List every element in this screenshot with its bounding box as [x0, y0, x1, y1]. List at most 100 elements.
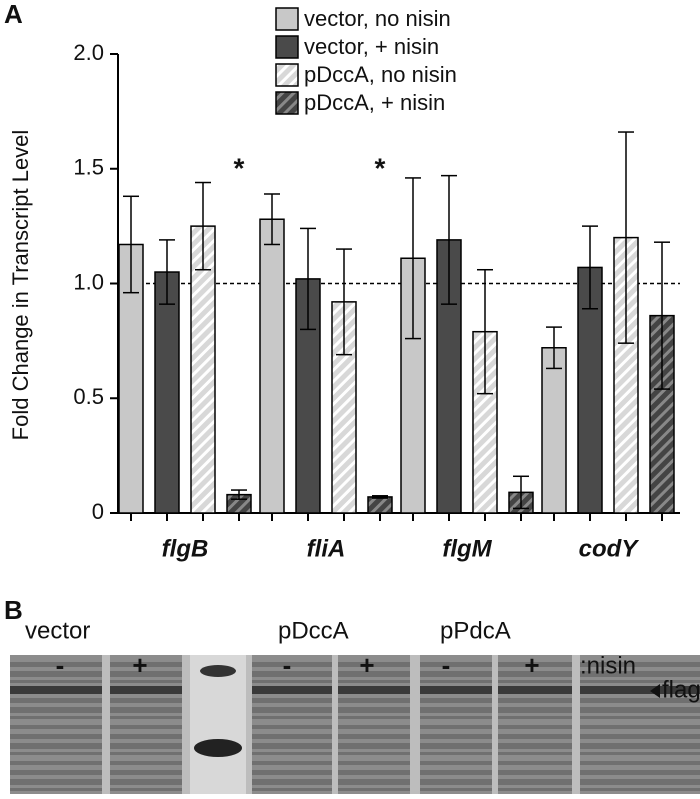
gel-band — [252, 725, 332, 729]
gel-band — [420, 671, 492, 677]
gel-band — [252, 743, 332, 749]
gel-band — [10, 743, 102, 749]
gel-band — [580, 761, 700, 765]
lane-label: + — [359, 650, 374, 680]
gel-band — [420, 770, 492, 775]
gel-band — [10, 734, 102, 739]
lane-label: + — [132, 650, 147, 680]
legend-label: pDccA, + nisin — [304, 90, 445, 115]
legend-swatch — [275, 7, 299, 31]
gel-band — [10, 752, 102, 755]
gel-band — [420, 686, 492, 694]
gel-band — [580, 752, 700, 755]
gel-band — [420, 725, 492, 729]
gel-band — [338, 752, 410, 755]
gel-band — [420, 707, 492, 713]
gel-band — [580, 707, 700, 713]
gel-band — [10, 662, 102, 667]
gel-band — [580, 716, 700, 719]
gel-band — [110, 680, 182, 683]
bar — [154, 271, 180, 514]
gel-band — [252, 686, 332, 694]
gel-band — [498, 743, 572, 749]
gel-band — [110, 770, 182, 775]
gel-band — [420, 761, 492, 765]
gel-band — [498, 671, 572, 677]
gel-band — [10, 698, 102, 703]
gel-band — [110, 671, 182, 677]
x-tick-label: codY — [579, 535, 640, 562]
gel-band — [580, 662, 700, 667]
legend-swatch — [275, 35, 299, 59]
annotation: * — [375, 152, 386, 183]
gel-band — [580, 680, 700, 683]
gel-band — [252, 680, 332, 683]
gel-band — [252, 761, 332, 765]
gel-band — [498, 716, 572, 719]
panel-label: A — [4, 0, 23, 29]
gel-band — [420, 779, 492, 785]
gel-band — [420, 734, 492, 739]
gel-band — [420, 788, 492, 791]
gel-band — [580, 698, 700, 703]
gel-band — [110, 686, 182, 694]
gel-band — [252, 707, 332, 713]
gel-band — [338, 698, 410, 703]
gel-band — [420, 752, 492, 755]
gel-band — [498, 707, 572, 713]
gel-band — [338, 734, 410, 739]
gel-band — [252, 716, 332, 719]
gel-band — [580, 734, 700, 739]
gel-band — [110, 698, 182, 703]
y-tick-label: 0.5 — [73, 384, 104, 409]
gel-band — [338, 770, 410, 775]
gel-band — [338, 686, 410, 694]
gel-band — [498, 770, 572, 775]
y-axis-label: Fold Change in Transcript Level — [8, 130, 33, 441]
y-tick-label: 1.5 — [73, 155, 104, 180]
gel-band — [252, 734, 332, 739]
gel-band — [498, 761, 572, 765]
gel-band — [420, 698, 492, 703]
condition-label: :nisin — [580, 652, 636, 679]
group-label: vector — [25, 617, 90, 644]
gel-band — [420, 680, 492, 683]
gel-band — [110, 779, 182, 785]
gel-band — [10, 716, 102, 719]
ladder-lane — [190, 655, 246, 794]
bar — [541, 347, 567, 514]
arrowhead — [650, 684, 660, 698]
legend-swatch — [275, 63, 299, 87]
gel-band — [10, 707, 102, 713]
gel-band — [420, 662, 492, 667]
gel — [10, 655, 700, 794]
gel-band — [252, 770, 332, 775]
gel-band — [338, 671, 410, 677]
gel-band — [338, 743, 410, 749]
x-tick-label: flgB — [162, 535, 209, 562]
group-label: pPdcA — [440, 617, 511, 644]
gel-band — [110, 761, 182, 765]
x-tick-label: fliA — [307, 535, 346, 562]
gel-band — [338, 779, 410, 785]
gel-band — [252, 698, 332, 703]
gel-band — [580, 788, 700, 791]
legend-label: vector, no nisin — [304, 6, 451, 31]
gel-band — [498, 680, 572, 683]
gel-band — [338, 788, 410, 791]
gel-band — [580, 743, 700, 749]
gel-band — [498, 698, 572, 703]
gel-band — [498, 752, 572, 755]
lane-label: - — [442, 650, 451, 680]
gel-band — [498, 662, 572, 667]
gel-band — [10, 686, 102, 694]
gel-band — [420, 743, 492, 749]
gel-band — [498, 686, 572, 694]
gel-band — [10, 770, 102, 775]
panel-label: B — [4, 595, 23, 625]
gel-band — [252, 752, 332, 755]
lane-label: - — [283, 650, 292, 680]
gel-band — [110, 707, 182, 713]
gel-band — [580, 686, 700, 694]
